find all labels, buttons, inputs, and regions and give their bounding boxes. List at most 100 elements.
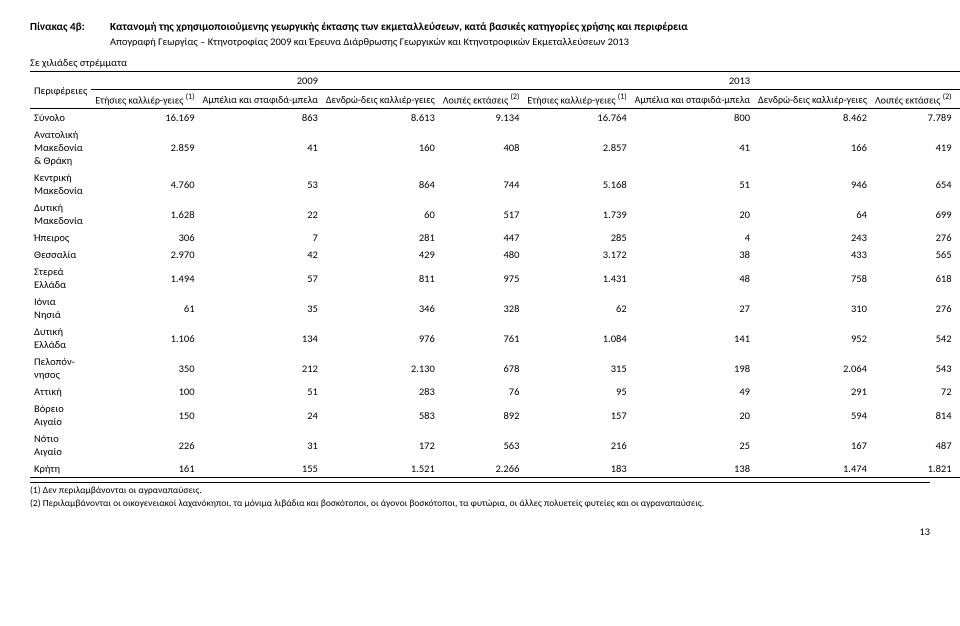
cell-value: 1.821 bbox=[871, 460, 956, 478]
cell-region: Σύνολο bbox=[30, 109, 91, 127]
cell-value: 699 bbox=[871, 199, 956, 229]
cell-value: 487 bbox=[871, 430, 956, 460]
table-row: ΒόρειοΑιγαίο15024583892157205948144,7-16… bbox=[30, 400, 960, 430]
cell-value: 952 bbox=[754, 323, 871, 353]
cell-value: 2.130 bbox=[322, 353, 439, 383]
cell-value: 134 bbox=[199, 323, 322, 353]
table-row: ΝότιοΑιγαίο2263117256321625167487-4,4-19… bbox=[30, 430, 960, 460]
footnotes: (1) Δεν περιλαμβάνονται οι αγραναπαύσεις… bbox=[30, 482, 930, 509]
cell-value: 346 bbox=[322, 293, 439, 323]
cell-value: 2.266 bbox=[439, 460, 524, 478]
cell-value: 563 bbox=[439, 430, 524, 460]
cell-value: 310 bbox=[754, 293, 871, 323]
table-row: ΔυτικήΕλλάδα1.1061349767611.084141952542… bbox=[30, 323, 960, 353]
cell-value: 16.169 bbox=[91, 109, 198, 127]
cell-region: ΣτερεάΕλλάδα bbox=[30, 263, 91, 293]
cell-value: 565 bbox=[871, 246, 956, 263]
cell-value: 61 bbox=[91, 293, 198, 323]
cell-value: 975 bbox=[439, 263, 524, 293]
cell-region: Θεσσαλία bbox=[30, 246, 91, 263]
table-row: Κρήτη1611551.5212.2661831381.4741.82113,… bbox=[30, 460, 960, 478]
cell-value: 328 bbox=[439, 293, 524, 323]
cell-value: 281 bbox=[322, 229, 439, 246]
cell-value: 157 bbox=[523, 400, 630, 430]
cell-value: 744 bbox=[439, 169, 524, 199]
col-change: Μεταβολή % bbox=[956, 72, 960, 90]
cell-value: 95 bbox=[523, 383, 630, 400]
cell-value: 8.462 bbox=[754, 109, 871, 127]
cell-region: Αττική bbox=[30, 383, 91, 400]
cell-value: 542 bbox=[871, 323, 956, 353]
cell-region: ΑνατολικήΜακεδονία& Θράκη bbox=[30, 126, 91, 169]
table-subtitle: Απογραφή Γεωργίας – Κτηνοτροφίας 2009 κα… bbox=[110, 35, 930, 48]
cell-value: 543 bbox=[871, 353, 956, 383]
cell-region: ΒόρειοΑιγαίο bbox=[30, 400, 91, 430]
cell-value: 1.521 bbox=[322, 460, 439, 478]
cell-value: 350 bbox=[91, 353, 198, 383]
col-2013: 2013 bbox=[523, 72, 955, 90]
cell-value: 1.431 bbox=[523, 263, 630, 293]
col-c1a: Ετήσιες καλλιέρ-γειες (1) bbox=[91, 90, 198, 109]
page-number: 13 bbox=[30, 525, 930, 538]
cell-value: 9.134 bbox=[439, 109, 524, 127]
footnote-2: (2) Περιλαμβάνονται οι οικογενειακοί λαχ… bbox=[30, 497, 930, 509]
col-c1b: Ετήσιες καλλιέρ-γειες (1) bbox=[523, 90, 630, 109]
cell-value: 57 bbox=[199, 263, 322, 293]
table-row: Αττική1005128376954929172-5,0-3,92,8-5,3 bbox=[30, 383, 960, 400]
table-row: ΔυτικήΜακεδονία1.62822605171.73920646996… bbox=[30, 199, 960, 229]
cell-value: 433 bbox=[754, 246, 871, 263]
cell-value: -10,0 bbox=[956, 353, 960, 383]
col-c1c: Ετήσιες καλλιέρ-γειες (1) bbox=[956, 90, 960, 109]
col-c3b: Δενδρώ-δεις καλλιέρ-γειες bbox=[754, 90, 871, 109]
cell-value: 4 bbox=[631, 229, 754, 246]
cell-value: 141 bbox=[631, 323, 754, 353]
cell-value: 291 bbox=[754, 383, 871, 400]
cell-value: -0,1 bbox=[956, 126, 960, 169]
table-row: Ήπειρος30672814472854243276-6,9-42,9-13,… bbox=[30, 229, 960, 246]
cell-value: 3,7 bbox=[956, 109, 960, 127]
col-c2b: Αμπέλια και σταφιδά-μπελα bbox=[631, 90, 754, 109]
table-row: ΙόνιαΝησιά613534632862273102761,6-22,9-1… bbox=[30, 293, 960, 323]
cell-value: 447 bbox=[439, 229, 524, 246]
cell-value: 38 bbox=[631, 246, 754, 263]
cell-value: 72 bbox=[871, 383, 956, 400]
table-row: Θεσσαλία2.970424294803.172384335656,8-9,… bbox=[30, 246, 960, 263]
cell-value: 3.172 bbox=[523, 246, 630, 263]
cell-value: 892 bbox=[439, 400, 524, 430]
cell-value: 976 bbox=[322, 323, 439, 353]
cell-value: 1.474 bbox=[754, 460, 871, 478]
cell-value: 758 bbox=[754, 263, 871, 293]
cell-value: 4.760 bbox=[91, 169, 198, 199]
cell-value: 276 bbox=[871, 293, 956, 323]
cell-value: 166 bbox=[754, 126, 871, 169]
cell-value: 167 bbox=[754, 430, 871, 460]
cell-value: 212 bbox=[199, 353, 322, 383]
table-title: Κατανομή της χρησιμοποιούμενης γεωργικής… bbox=[110, 20, 688, 33]
cell-value: 811 bbox=[322, 263, 439, 293]
cell-value: 1,6 bbox=[956, 293, 960, 323]
cell-value: 946 bbox=[754, 169, 871, 199]
cell-value: 60 bbox=[322, 199, 439, 229]
cell-value: 13,7 bbox=[956, 460, 960, 478]
cell-value: 276 bbox=[871, 229, 956, 246]
cell-value: 864 bbox=[322, 169, 439, 199]
cell-value: 41 bbox=[199, 126, 322, 169]
cell-value: 51 bbox=[199, 383, 322, 400]
cell-value: 678 bbox=[439, 353, 524, 383]
cell-value: 161 bbox=[91, 460, 198, 478]
cell-region: Πελοπόν-νησος bbox=[30, 353, 91, 383]
table-row: ΑνατολικήΜακεδονία& Θράκη2.859411604082.… bbox=[30, 126, 960, 169]
cell-value: 27 bbox=[631, 293, 754, 323]
cell-region: Κρήτη bbox=[30, 460, 91, 478]
cell-value: 1.628 bbox=[91, 199, 198, 229]
cell-value: 7.789 bbox=[871, 109, 956, 127]
cell-value: 216 bbox=[523, 430, 630, 460]
col-region: Περιφέρειες bbox=[30, 72, 91, 109]
cell-value: 155 bbox=[199, 460, 322, 478]
table-row: Σύνολο16.1698638.6139.13416.7648008.4627… bbox=[30, 109, 960, 127]
cell-value: 4,7 bbox=[956, 400, 960, 430]
table-header: Πίνακας 4β: Κατανομή της χρησιμοποιούμεν… bbox=[30, 20, 930, 33]
cell-value: 100 bbox=[91, 383, 198, 400]
cell-region: ΔυτικήΕλλάδα bbox=[30, 323, 91, 353]
cell-value: -4,4 bbox=[956, 430, 960, 460]
